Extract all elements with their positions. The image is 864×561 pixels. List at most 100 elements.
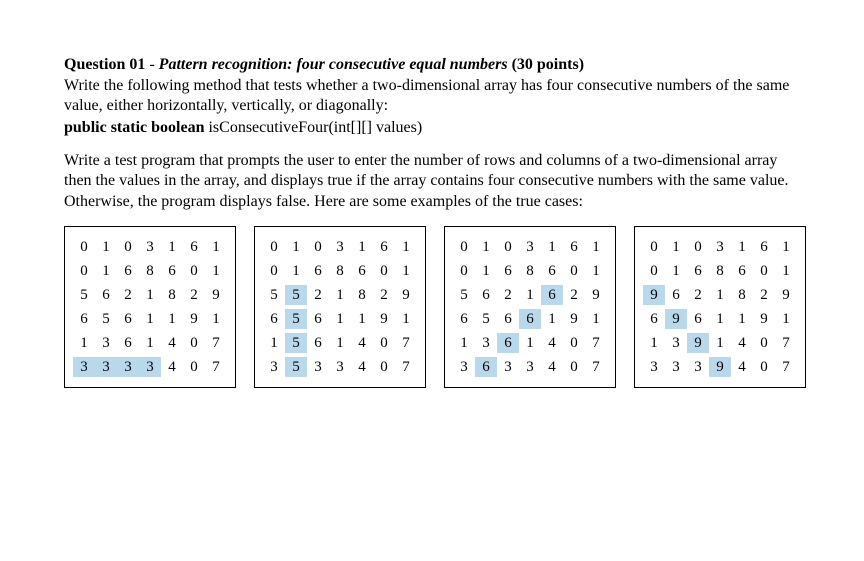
grid-cell: 6	[519, 309, 541, 329]
grid-cell: 3	[307, 357, 329, 377]
grid-cell: 6	[307, 261, 329, 281]
grid-cell: 3	[453, 357, 475, 377]
grid-cell: 5	[285, 333, 307, 353]
grid-2: 0103161016860155218296561191156140735334…	[254, 226, 426, 388]
grid-cell: 5	[263, 285, 285, 305]
grid-cell: 9	[183, 309, 205, 329]
grid-cell: 6	[753, 237, 775, 257]
grid-cell: 1	[585, 237, 607, 257]
grid-1: 0103161016860156218296561191136140733334…	[64, 226, 236, 388]
grid-cell: 6	[475, 357, 497, 377]
grid-row: 6561191	[263, 309, 417, 329]
grid-cell: 6	[497, 261, 519, 281]
grid-cell: 3	[519, 357, 541, 377]
grid-cell: 6	[687, 309, 709, 329]
grid-row: 1361407	[73, 333, 227, 353]
grid-cell: 1	[329, 285, 351, 305]
grid-cell: 6	[453, 309, 475, 329]
grid-cell: 9	[687, 333, 709, 353]
grid-cell: 1	[709, 333, 731, 353]
grid-cell: 0	[263, 237, 285, 257]
question-number: Question 01	[64, 56, 145, 73]
grid-row: 0168601	[453, 261, 607, 281]
grid-row: 3533407	[263, 357, 417, 377]
grid-cell: 0	[183, 333, 205, 353]
grid-3: 0103161016860156216296566191136140736334…	[444, 226, 616, 388]
grid-cell: 1	[709, 285, 731, 305]
grid-cell: 6	[117, 333, 139, 353]
grid-cell: 1	[95, 237, 117, 257]
grid-cell: 6	[687, 261, 709, 281]
grid-cell: 9	[709, 357, 731, 377]
grids-container: 0103161016860156218296561191136140733334…	[64, 226, 800, 388]
grid-cell: 6	[95, 285, 117, 305]
grid-cell: 6	[117, 309, 139, 329]
grid-cell: 3	[329, 237, 351, 257]
grid-cell: 6	[731, 261, 753, 281]
grid-cell: 1	[285, 261, 307, 281]
grid-cell: 1	[139, 333, 161, 353]
grid-cell: 1	[205, 237, 227, 257]
grid-cell: 3	[139, 237, 161, 257]
grid-cell: 0	[117, 237, 139, 257]
grid-cell: 4	[731, 333, 753, 353]
grid-cell: 3	[519, 237, 541, 257]
grid-cell: 3	[665, 333, 687, 353]
grid-cell: 7	[395, 357, 417, 377]
grid-cell: 3	[95, 357, 117, 377]
grid-cell: 0	[373, 333, 395, 353]
grid-cell: 1	[329, 309, 351, 329]
grid-cell: 1	[351, 237, 373, 257]
method-signature: public static boolean isConsecutiveFour(…	[64, 119, 800, 137]
grid-cell: 1	[585, 309, 607, 329]
grid-cell: 7	[395, 333, 417, 353]
grid-cell: 1	[329, 333, 351, 353]
grid-cell: 8	[731, 285, 753, 305]
grid-cell: 1	[161, 237, 183, 257]
grid-cell: 2	[117, 285, 139, 305]
grid-cell: 1	[453, 333, 475, 353]
grid-cell: 6	[351, 261, 373, 281]
grid-cell: 0	[687, 237, 709, 257]
grid-cell: 1	[731, 309, 753, 329]
grid-cell: 0	[753, 261, 775, 281]
grid-cell: 1	[263, 333, 285, 353]
grid-row: 1561407	[263, 333, 417, 353]
grid-cell: 9	[643, 285, 665, 305]
grid-cell: 1	[541, 309, 563, 329]
grid-cell: 2	[687, 285, 709, 305]
grid-cell: 6	[475, 285, 497, 305]
grid-cell: 5	[285, 357, 307, 377]
grid-cell: 6	[665, 285, 687, 305]
grid-cell: 2	[373, 285, 395, 305]
grid-cell: 0	[373, 261, 395, 281]
grid-row: 0103161	[263, 237, 417, 257]
grid-cell: 1	[139, 309, 161, 329]
grid-cell: 9	[775, 285, 797, 305]
grid-cell: 7	[775, 333, 797, 353]
grid-cell: 7	[205, 333, 227, 353]
grid-cell: 1	[205, 309, 227, 329]
grid-cell: 1	[541, 237, 563, 257]
signature-keywords: public static boolean	[64, 119, 204, 136]
grid-row: 6566191	[453, 309, 607, 329]
grid-cell: 3	[665, 357, 687, 377]
grid-cell: 4	[351, 357, 373, 377]
grid-cell: 9	[205, 285, 227, 305]
grid-cell: 1	[95, 261, 117, 281]
grid-cell: 5	[453, 285, 475, 305]
grid-row: 0103161	[453, 237, 607, 257]
grid-cell: 1	[395, 309, 417, 329]
grid-cell: 4	[731, 357, 753, 377]
grid-cell: 6	[643, 309, 665, 329]
grid-row: 0168601	[263, 261, 417, 281]
grid-cell: 0	[563, 261, 585, 281]
grid-cell: 6	[307, 309, 329, 329]
grid-cell: 3	[643, 357, 665, 377]
grid-cell: 9	[585, 285, 607, 305]
grid-cell: 2	[307, 285, 329, 305]
grid-cell: 1	[475, 261, 497, 281]
grid-cell: 8	[329, 261, 351, 281]
grid-cell: 4	[541, 357, 563, 377]
grid-cell: 3	[497, 357, 519, 377]
